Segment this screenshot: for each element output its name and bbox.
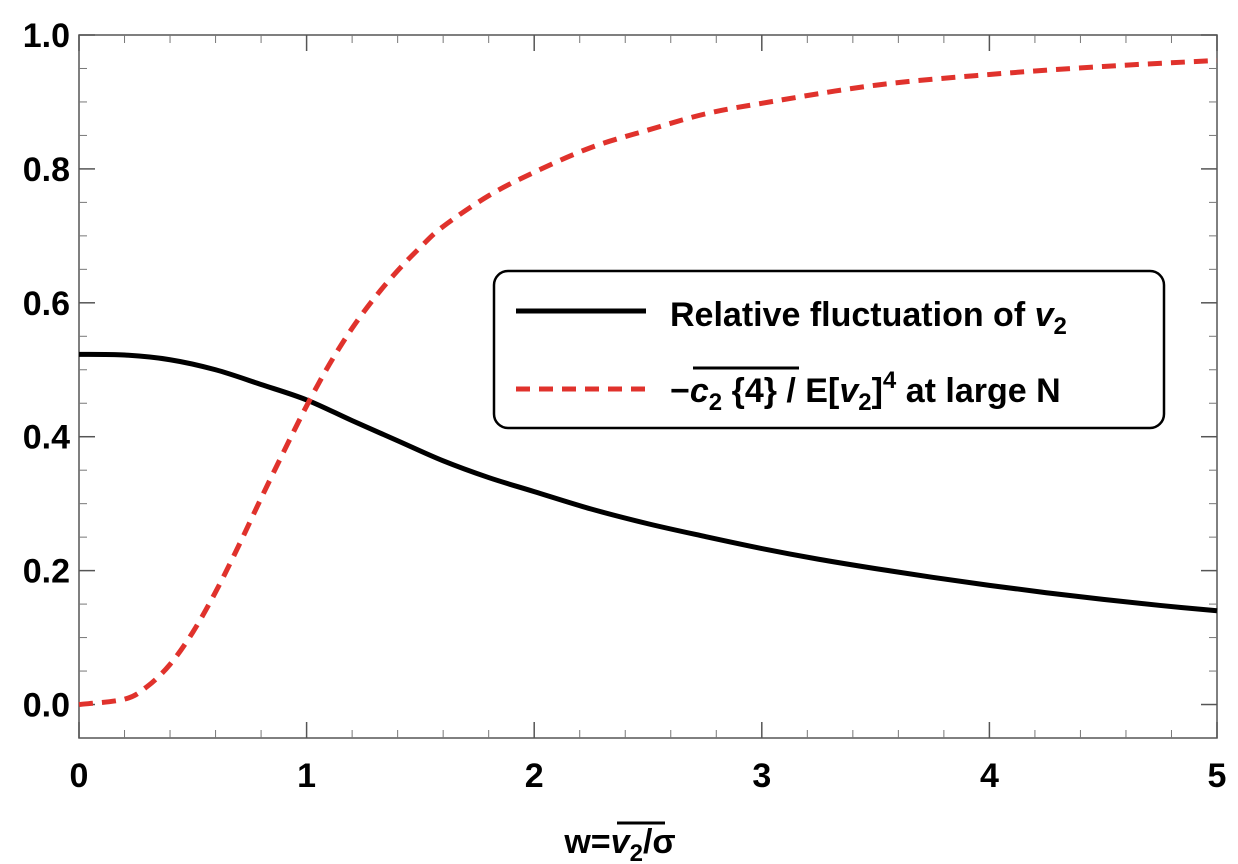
legend-label-relative-fluctuation: Relative fluctuation of v2 (670, 296, 1067, 340)
x-axis-title: w=v2/σ (563, 823, 675, 864)
legend-box (492, 269, 1166, 430)
axes (78, 34, 1218, 739)
series-lines (78, 57, 1218, 708)
series-line-cumulant-ratio (78, 57, 1218, 708)
legend: Relative fluctuation of v2 −c2 {4} / E[v… (492, 269, 1166, 430)
y-tick-label: 0.4 (23, 419, 70, 457)
ticks: 0 1 2 3 4 5 0.0 0.2 0.4 0.6 0.8 1.0 (23, 17, 1227, 795)
plot-frame (78, 34, 1218, 739)
y-tick-label: 0.8 (23, 151, 70, 189)
x-tick-label: 2 (525, 757, 544, 795)
y-tick-label: 0.2 (23, 553, 70, 591)
y-tick-label: 0.6 (23, 285, 70, 323)
x-tick-label: 5 (1208, 757, 1227, 795)
x-tick-label: 3 (752, 757, 771, 795)
x-tick-label: 4 (980, 757, 999, 795)
series-line-relative-fluctuation (78, 351, 1218, 614)
y-tick-label: 1.0 (23, 17, 70, 55)
y-tick-label: 0.0 (23, 687, 70, 725)
legend-label-cumulant-ratio: −c2 {4} / E[v2]4 at large N (670, 367, 1061, 416)
x-tick-label: 0 (70, 757, 89, 795)
x-tick-label: 1 (297, 757, 316, 795)
